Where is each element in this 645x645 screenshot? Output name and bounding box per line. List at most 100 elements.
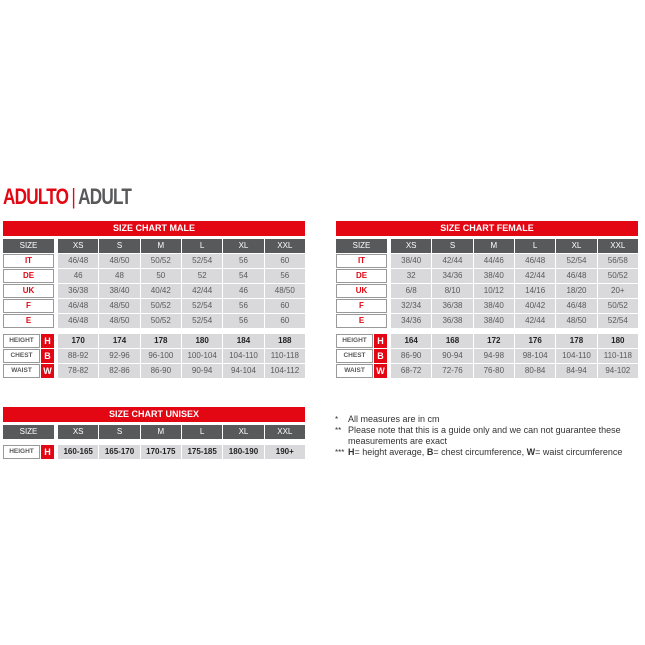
table-cell: 48/50 [99, 254, 140, 268]
table-cell: 46 [58, 269, 99, 283]
table-cell: 86-90 [140, 364, 181, 378]
table-cell: 60 [264, 314, 305, 328]
table-cell: 168 [432, 334, 473, 348]
table-cell: 172 [473, 334, 514, 348]
size-column-m: M [473, 239, 514, 253]
table-cell: 38/40 [391, 254, 432, 268]
size-column-l: L [181, 425, 223, 439]
size-column-xxl: XXL [597, 239, 638, 253]
measure-key-badge: H [41, 334, 54, 348]
row-cells: 46/48 48/50 50/52 52/54 56 60 [58, 299, 305, 313]
measure-row: WAIST W 78-82 82-86 86-90 90-94 94-104 104-112 [3, 364, 305, 378]
table-cell: 175-185 [181, 445, 223, 459]
header-row: SIZE XS S M L XL XXL [3, 239, 305, 253]
table-cell: 56 [223, 299, 264, 313]
size-column-xl: XL [556, 239, 597, 253]
table-cell: 76-80 [473, 364, 514, 378]
table-cell: 178 [140, 334, 181, 348]
table-cell: 46/48 [58, 254, 99, 268]
table-row: E 34/36 36/38 38/40 42/44 48/50 52/54 [336, 314, 638, 328]
table-cell: 20+ [597, 284, 638, 298]
table-cell: 104-110 [223, 349, 264, 363]
row-cells: 32 34/36 38/40 42/44 46/48 50/52 [391, 269, 638, 283]
table-cell: 110-118 [264, 349, 305, 363]
measure-label-group: HEIGHT H [3, 445, 54, 459]
table-cell: 32/34 [391, 299, 432, 313]
table-cell: 38/40 [473, 314, 514, 328]
table-cell: 190+ [264, 445, 305, 459]
size-chart-unisex: SIZE CHART UNISEX SIZE XS S M L XL XXL HEIGHT H 16… [3, 407, 305, 460]
table-cell: 38/40 [473, 269, 514, 283]
table-cell: 50/52 [140, 314, 181, 328]
measure-label-group: HEIGHT H [336, 334, 387, 348]
table-cell: 56 [264, 269, 305, 283]
table-cell: 44/46 [473, 254, 514, 268]
measure-row: WAIST W 68-72 72-76 76-80 80-84 84-94 94-102 [336, 364, 638, 378]
notes: * All measures are in cm ** Please note tha… [335, 414, 628, 458]
note-desc: = waist circumference [535, 447, 623, 457]
table-cell: 46/48 [556, 269, 597, 283]
table-cell: 56 [223, 254, 264, 268]
table-cell: 46/48 [556, 299, 597, 313]
size-column-xxl: XXL [264, 425, 305, 439]
note-mark: *** [335, 448, 345, 457]
header-cells: XS S M L XL XXL [58, 425, 305, 439]
table-cell: 78-82 [58, 364, 99, 378]
table-cell: 176 [514, 334, 556, 348]
table-cell: 18/20 [556, 284, 597, 298]
size-column-l: L [514, 239, 556, 253]
note-key: B [426, 447, 434, 457]
table-cell: 34/36 [391, 314, 432, 328]
note-key: W [526, 447, 536, 457]
measure-label: HEIGHT [336, 334, 373, 348]
table-cell: 52/54 [181, 314, 223, 328]
chart-title: SIZE CHART UNISEX [3, 407, 305, 422]
size-column-xs: XS [58, 425, 99, 439]
measure-label: WAIST [336, 364, 373, 378]
table-cell: 36/38 [432, 299, 473, 313]
size-column-xs: XS [391, 239, 432, 253]
table-cell: 180 [597, 334, 638, 348]
note-text: All measures are in cm [348, 414, 440, 424]
country-label: F [3, 299, 54, 313]
header-row: SIZE XS S M L XL XXL [336, 239, 638, 253]
size-chart-male: SIZE CHART MALE SIZE XS S M L XL XXL IT 46/48 48/5… [3, 221, 305, 379]
table-cell: 32 [391, 269, 432, 283]
country-label: UK [3, 284, 54, 298]
note-desc: = height average, [354, 447, 427, 457]
table-cell: 100-104 [181, 349, 223, 363]
table-cell: 180 [181, 334, 223, 348]
table-cell: 48/50 [99, 314, 140, 328]
header-row: SIZE XS S M L XL XXL [3, 425, 305, 439]
table-cell: 40/42 [514, 299, 556, 313]
country-label: UK [336, 284, 387, 298]
table-row: IT 38/40 42/44 44/46 46/48 52/54 56/58 [336, 254, 638, 268]
size-header: SIZE [3, 239, 54, 253]
row-cells: 36/38 38/40 40/42 42/44 46 48/50 [58, 284, 305, 298]
measure-label-group: WAIST W [3, 364, 54, 378]
measure-label: WAIST [3, 364, 40, 378]
size-column-xl: XL [223, 425, 264, 439]
country-label: DE [3, 269, 54, 283]
table-cell: 104-110 [556, 349, 597, 363]
table-cell: 52/54 [181, 299, 223, 313]
table-cell: 90-94 [181, 364, 223, 378]
table-cell: 160-165 [58, 445, 99, 459]
table-cell: 56/58 [597, 254, 638, 268]
row-cells: 38/40 42/44 44/46 46/48 52/54 56/58 [391, 254, 638, 268]
measure-label-group: CHEST B [3, 349, 54, 363]
table-cell: 48 [99, 269, 140, 283]
table-cell: 184 [223, 334, 264, 348]
heading-primary: ADULTO [3, 184, 69, 209]
measure-row: HEIGHT H 164 168 172 176 178 180 [336, 334, 638, 348]
table-row: UK 6/8 8/10 10/12 14/16 18/20 20+ [336, 284, 638, 298]
measure-key-badge: W [374, 364, 387, 378]
row-cells: 6/8 8/10 10/12 14/16 18/20 20+ [391, 284, 638, 298]
size-header: SIZE [336, 239, 387, 253]
size-column-m: M [140, 239, 181, 253]
table-cell: 50/52 [597, 269, 638, 283]
table-cell: 56 [223, 314, 264, 328]
measure-label: CHEST [3, 349, 40, 363]
row-cells: 46/48 48/50 50/52 52/54 56 60 [58, 314, 305, 328]
table-cell: 46/48 [58, 314, 99, 328]
